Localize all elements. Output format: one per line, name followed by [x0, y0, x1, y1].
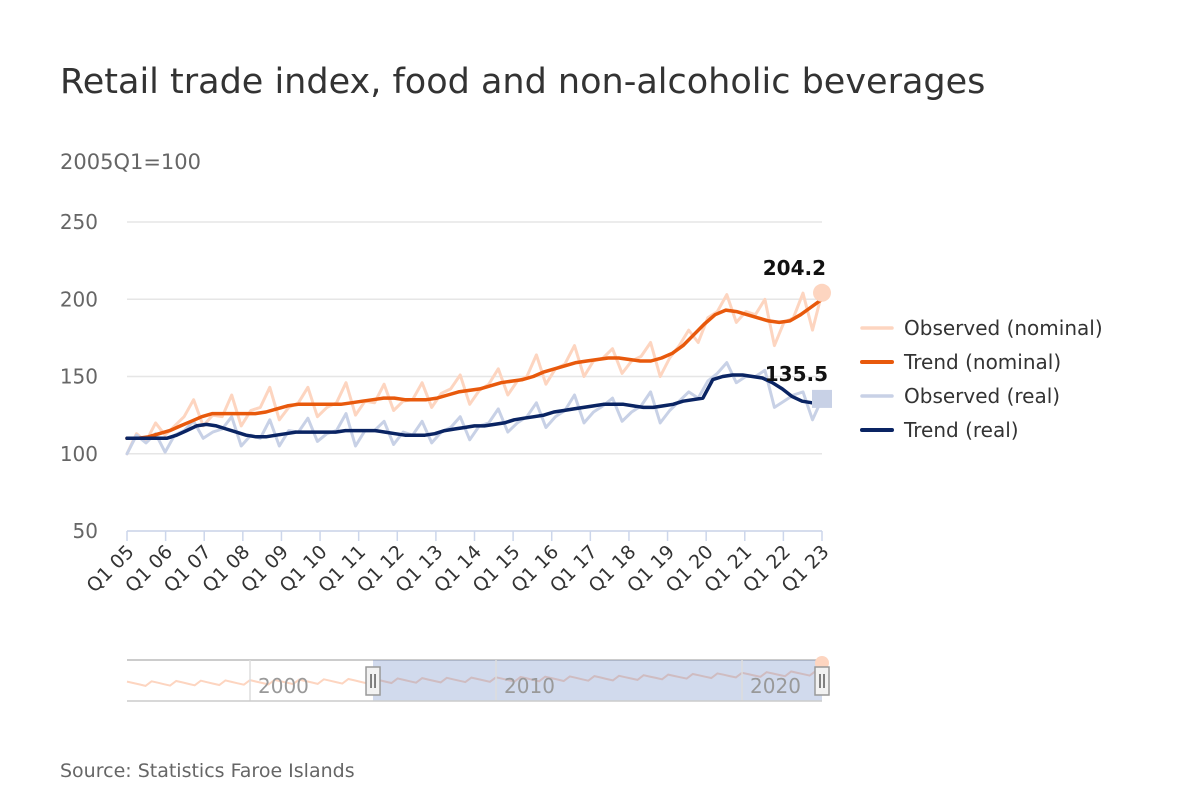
legend-label: Trend (nominal)	[903, 350, 1061, 374]
data-label-observed-nominal: 204.2	[763, 256, 826, 280]
chart-subtitle: 2005Q1=100	[60, 150, 202, 174]
point-marker-observed-nominal[interactable]	[813, 283, 831, 302]
series-line-trend-nominal[interactable]	[125, 297, 824, 441]
navigator-series	[126, 670, 817, 687]
navigator-tick-label: 2010	[504, 674, 555, 698]
legend-label: Trend (real)	[903, 418, 1019, 442]
series-line-observed-real[interactable]	[125, 361, 824, 456]
point-marker-observed-real[interactable]	[812, 389, 832, 408]
navigator-handle-right[interactable]	[814, 666, 830, 696]
y-tick-label: 100	[60, 442, 98, 466]
navigator-background	[127, 660, 822, 701]
y-tick-label: 200	[60, 287, 98, 311]
navigator-tick-label: 2020	[750, 674, 801, 698]
navigator-handle-left[interactable]	[365, 666, 381, 696]
legend-item[interactable]: Observed (nominal)	[860, 316, 1103, 340]
handle-body[interactable]	[814, 666, 830, 696]
navigator-tick-label: 2000	[258, 674, 309, 698]
legend-item[interactable]: Trend (real)	[860, 418, 1019, 442]
series-line-trend-real[interactable]	[125, 373, 824, 441]
data-label-observed-real: 135.5	[765, 362, 828, 386]
navigator-range-mask[interactable]	[373, 660, 822, 701]
y-tick-label: 50	[73, 519, 98, 543]
y-tick-label: 150	[60, 365, 98, 389]
chart-title: Retail trade index, food and non-alcohol…	[60, 62, 986, 102]
legend-item[interactable]: Observed (real)	[860, 384, 1060, 408]
handle-body[interactable]	[365, 666, 381, 696]
y-tick-label: 250	[60, 210, 98, 234]
legend-item[interactable]: Trend (nominal)	[860, 350, 1061, 374]
chart-source: Source: Statistics Faroe Islands	[60, 760, 355, 782]
legend-label: Observed (nominal)	[904, 316, 1103, 340]
legend-label: Observed (real)	[904, 384, 1060, 408]
